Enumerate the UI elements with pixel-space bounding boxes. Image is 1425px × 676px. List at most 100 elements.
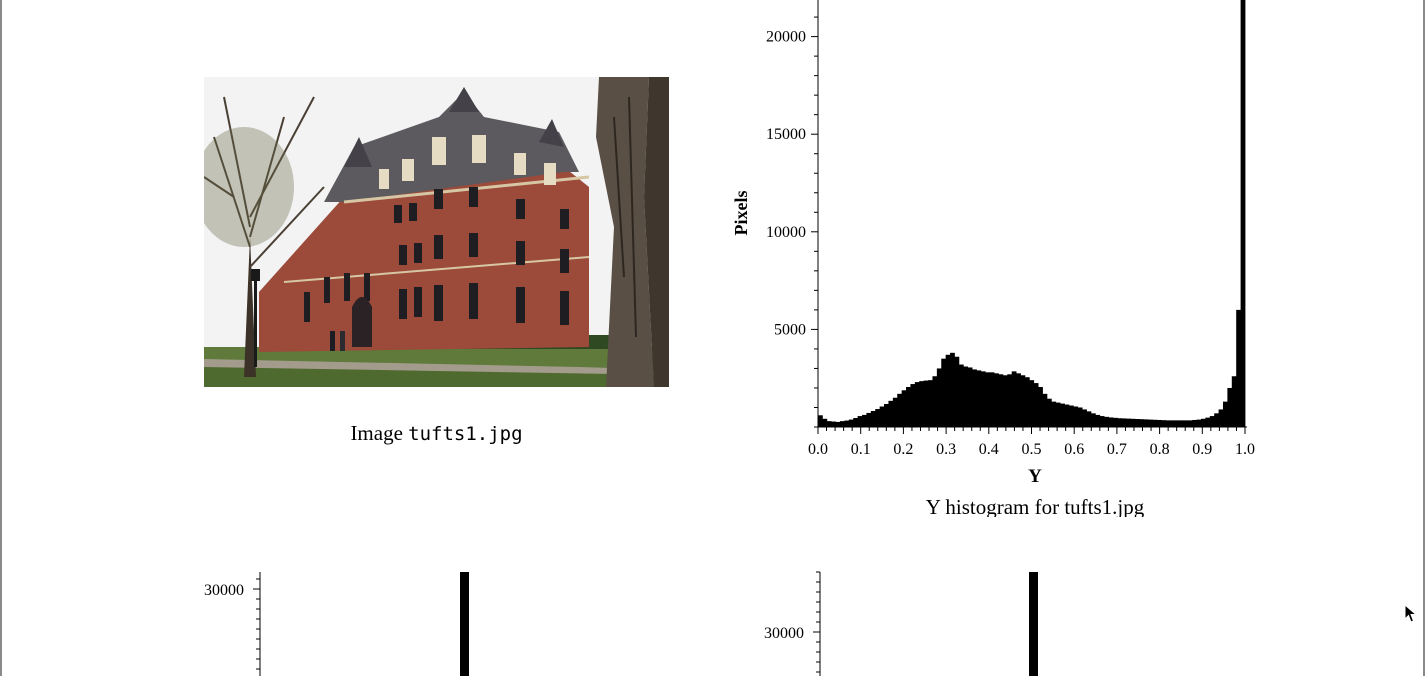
histogram-bar [976,370,982,427]
histogram-bar [954,356,960,427]
histogram-bar [879,406,885,427]
histogram-bar [1042,393,1048,427]
bottom-right-histogram-bar [1029,572,1038,676]
histogram-bar [888,400,894,427]
histogram-bar [1117,418,1123,427]
histogram-bar [1161,420,1167,427]
histogram-bar [998,374,1004,427]
window-left-edge [0,0,2,676]
y-tick-label: 15000 [766,126,806,143]
y-tick-label: 10000 [766,224,806,241]
histogram-bar [928,380,933,427]
histogram-bar [1016,373,1021,427]
histogram-title: Y histogram for tufts1.jpg [925,495,1145,517]
histogram-bar [910,384,916,427]
histogram-bar [1130,418,1136,427]
histogram-bar [1240,0,1246,427]
histogram-bar [853,418,859,427]
histogram-bar [1029,380,1035,427]
x-tick-label: 0.3 [936,441,956,458]
x-tick-label: 1.0 [1235,441,1255,458]
histogram-bar [945,354,951,427]
x-tick-label: 0.1 [851,441,871,458]
histogram-bar [1227,387,1233,427]
histogram-bar [1200,418,1206,427]
bottom-left-histogram-bar [460,572,469,676]
histogram-bar [1218,409,1224,427]
y-histogram-chart: 0.0 0.1 0.2 0.3 0.4 0.5 0.6 0.7 0.8 0.9 1.0 5000 10… [731,0,1255,487]
x-tick-label: 0.8 [1150,441,1170,458]
histogram-bar [919,381,925,427]
y-tick-labels: 5000 10000 15000 20000 [766,29,806,339]
histogram-bar [1104,416,1109,427]
histogram-bar [1156,419,1162,427]
histogram-bar [1055,402,1061,427]
histogram-bar [884,403,889,427]
histogram-bar [1002,375,1008,427]
histogram-bar [1170,420,1175,427]
histogram-bar [1051,401,1057,427]
histogram-bar [1187,420,1193,427]
histogram-bar [1073,406,1079,427]
histogram-bar [1178,420,1184,427]
histogram-bar [870,410,876,427]
histogram-bar [1231,376,1237,427]
histogram-bar [1011,371,1017,427]
histogram-bar [826,421,832,427]
x-tick-labels: 0.0 0.1 0.2 0.3 0.4 0.5 0.6 0.7 0.8 0.9 1.0 [808,441,1255,458]
histogram-bar [1077,407,1083,427]
histogram-bar [1214,413,1219,427]
histogram-bar [963,366,969,427]
histogram-bar [1165,420,1171,427]
y-tick-label: 20000 [766,29,806,46]
bottom-right-histogram-chart: 30000 [764,571,1038,676]
x-tick-label: 0.6 [1064,441,1084,458]
histogram-bar [1090,413,1096,427]
x-tick-label: 0.4 [979,441,999,458]
histogram-bar [892,397,898,427]
histogram-bar [1126,418,1131,427]
histogram-bar [967,367,973,427]
histogram-bar [1205,417,1211,427]
histogram-bar [1020,375,1026,427]
histogram-bar [994,373,999,427]
histogram-bar [1174,420,1180,427]
histogram-bar [906,386,911,427]
histogram-bar [835,421,841,427]
histogram-bar [822,418,828,427]
histogram-bar [901,390,907,427]
histogram-bar [923,380,929,427]
histogram-bar [1183,420,1189,427]
histogram-bar [972,369,977,427]
histogram-bar [1038,386,1043,427]
histogram-bars [818,0,1246,427]
histogram-bar [866,412,872,427]
histogram-bar [1060,403,1065,427]
histogram-bar [1099,416,1105,427]
histogram-bar [840,421,845,427]
histogram-bar [1236,309,1241,427]
histogram-bar [1196,419,1202,427]
histogram-bar [897,393,903,427]
histogram-bar [1134,419,1140,427]
histogram-bar [1007,374,1013,427]
x-tick-label: 0.9 [1192,441,1212,458]
histogram-bar [1095,414,1101,427]
histogram-bar [941,358,947,427]
histogram-bar [857,416,863,427]
bottom-right-axes [813,571,821,676]
histogram-bar [914,382,920,427]
mouse-pointer-icon [1404,604,1418,623]
histogram-bar [936,368,942,427]
x-tick-label: 0.2 [893,441,913,458]
histogram-bar [985,372,991,427]
x-tick-label: 0.0 [808,441,828,458]
image-caption: Image tufts1.jpg [204,421,669,446]
bottom-right-y-tick-label: 30000 [764,625,804,642]
histogram-bar [958,364,964,427]
histogram-bar [1148,419,1153,427]
histogram-bar [1121,418,1127,427]
histogram-bar [1082,409,1087,427]
histogram-bar [875,409,881,427]
